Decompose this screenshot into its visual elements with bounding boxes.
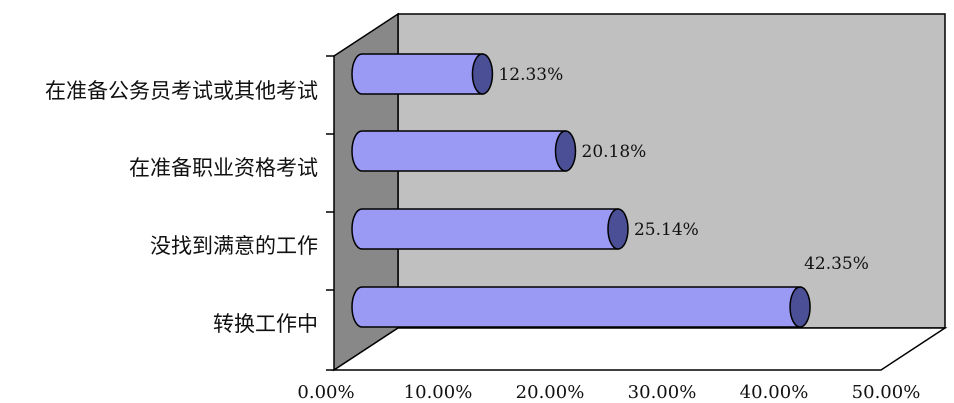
x-tick-label: 50.00%: [852, 382, 921, 403]
data-label: 12.33%: [498, 65, 563, 85]
bar-end-cap: [607, 208, 629, 250]
x-tick-label: 20.00%: [516, 382, 585, 403]
data-label: 42.35%: [804, 254, 869, 274]
x-tick-label: 40.00%: [740, 382, 809, 403]
bar-2: [351, 130, 577, 172]
category-label: 没找到满意的工作: [150, 234, 318, 258]
bar-body: [351, 130, 567, 172]
bar-4: [351, 286, 811, 328]
category-label: 在准备职业资格考试: [129, 156, 318, 180]
bar-end-cap: [471, 53, 494, 95]
bar-end-cap: [789, 286, 811, 328]
floor: [331, 327, 948, 371]
bar-body: [351, 208, 619, 250]
bar-1: [351, 53, 494, 95]
x-tick-label: 30.00%: [628, 382, 697, 403]
bar-body: [351, 53, 484, 95]
data-label: 20.18%: [582, 142, 647, 162]
bar-end-cap: [554, 130, 577, 172]
category-label: 转换工作中: [213, 312, 318, 336]
bars-layer: [351, 53, 811, 328]
data-label: 25.14%: [634, 220, 699, 240]
x-tick-labels: 0.00% 10.00% 20.00% 30.00% 40.00% 50.00%: [297, 382, 920, 403]
data-labels-layer: 12.33% 20.18% 25.14% 42.35%: [498, 65, 868, 274]
category-label: 在准备公务员考试或其他考试: [45, 79, 318, 103]
y-tick-marks: [326, 55, 334, 371]
bar-3: [351, 208, 629, 250]
bar-body: [351, 286, 801, 328]
x-tick-label: 10.00%: [404, 382, 473, 403]
x-tick-label: 0.00%: [297, 382, 354, 403]
